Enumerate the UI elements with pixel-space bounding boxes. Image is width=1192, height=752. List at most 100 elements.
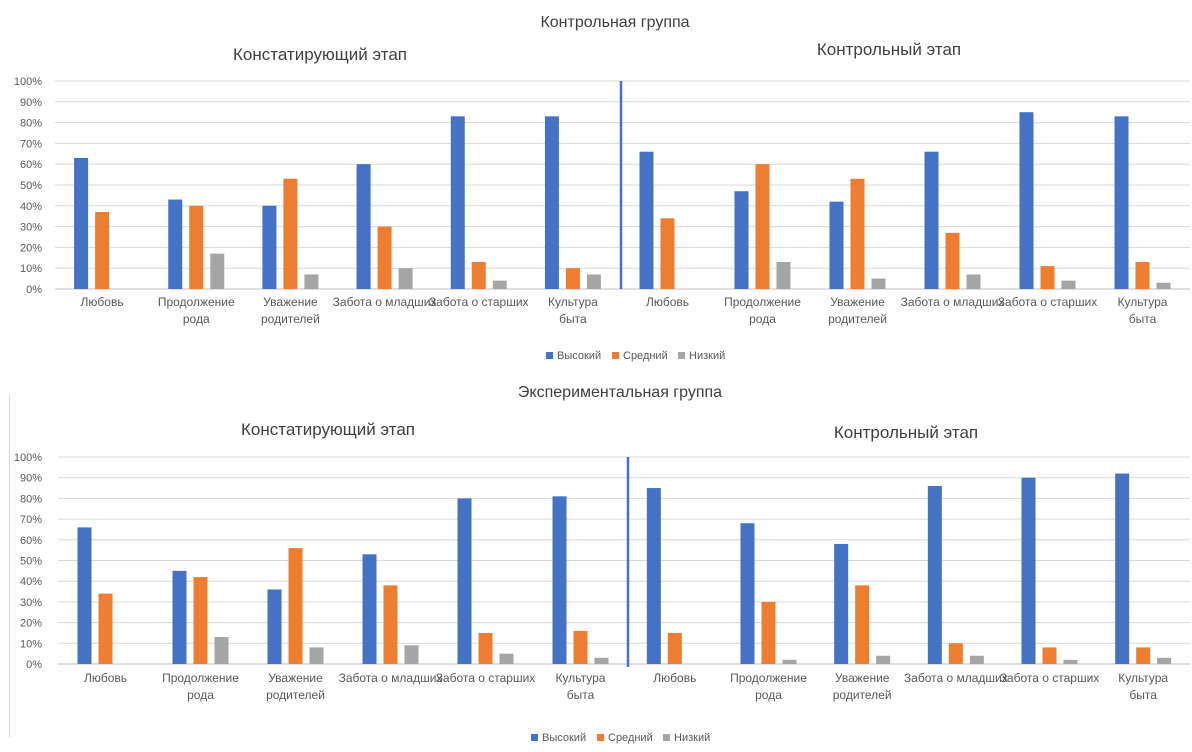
- y-tick-label: 90%: [20, 97, 42, 109]
- bar-средний: [193, 577, 208, 664]
- bar-средний: [377, 226, 392, 289]
- y-tick-label: 60%: [20, 535, 42, 547]
- chart-svg: 0% 10% 20% 30% 40% 50% 60% 70% 80% 90% 100% Экспери…: [14, 384, 1190, 744]
- x-category-label: рода: [749, 312, 776, 326]
- bar-высокий: [450, 116, 465, 289]
- x-category-label: Культура: [1118, 295, 1168, 309]
- legend-label: Средний: [623, 350, 668, 362]
- bar-средний: [1135, 261, 1150, 289]
- y-tick-label: 50%: [20, 180, 42, 192]
- bar-средний: [761, 601, 776, 664]
- y-tick-label: 30%: [20, 597, 42, 609]
- bar-низкий: [1061, 280, 1076, 289]
- x-category-label: Любовь: [646, 295, 689, 309]
- y-tick-label: 0%: [26, 659, 42, 671]
- bar-низкий: [304, 274, 319, 289]
- bar-высокий: [168, 199, 183, 289]
- x-category-label: Уважение: [263, 295, 318, 309]
- y-tick-label: 80%: [20, 118, 42, 130]
- bar-низкий: [492, 280, 507, 289]
- x-category-label: Забота о старших: [436, 671, 536, 685]
- x-category-label: родителей: [266, 688, 325, 702]
- y-tick-label: 70%: [20, 514, 42, 526]
- x-category-label: Культура: [1118, 671, 1168, 685]
- chart-svg: 0% 10% 20% 30% 40% 50% 60% 70% 80% 90% 100% Контрол…: [14, 14, 1190, 362]
- x-category-label: Продолжение: [724, 295, 801, 309]
- x-category-label: Культура: [548, 295, 598, 309]
- x-category-label: Забота о младших: [901, 295, 1005, 309]
- legend-swatch: [597, 734, 604, 741]
- bar-высокий: [924, 151, 939, 289]
- bar-средний: [573, 630, 588, 664]
- chart-title: Экспериментальная группа: [518, 384, 722, 401]
- legend-label: Низкий: [674, 732, 710, 744]
- y-tick-label: 40%: [20, 576, 42, 588]
- bar-средний: [471, 261, 486, 289]
- bar-средний: [565, 268, 580, 289]
- bar-средний: [95, 212, 110, 289]
- bar-низкий: [776, 261, 791, 289]
- chart-frame-border: [9, 395, 10, 737]
- x-category-label: Забота о старших: [1000, 671, 1100, 685]
- bar-высокий: [552, 496, 567, 664]
- x-category-label: быта: [567, 688, 595, 702]
- x-category-label: Продолжение: [730, 671, 807, 685]
- chart-title: Контрольная группа: [540, 14, 689, 31]
- legend-swatch: [612, 352, 619, 359]
- x-category-label: Уважение: [268, 671, 323, 685]
- y-tick-label: 10%: [20, 263, 42, 275]
- x-category-label: быта: [1129, 312, 1157, 326]
- bar-низкий: [309, 647, 324, 664]
- bar-высокий: [172, 570, 187, 664]
- y-tick-label: 80%: [20, 493, 42, 505]
- stage-title-control: Контрольный этап: [834, 423, 978, 442]
- bar-высокий: [639, 151, 654, 289]
- bar-низкий: [966, 274, 981, 289]
- x-category-label: быта: [1129, 688, 1157, 702]
- x-category-label: родителей: [828, 312, 887, 326]
- bar-высокий: [262, 205, 277, 289]
- bar-средний: [1040, 266, 1055, 289]
- x-category-label: Забота о старших: [429, 295, 529, 309]
- y-tick-label: 0%: [26, 284, 42, 296]
- x-category-label: Уважение: [835, 671, 890, 685]
- y-tick-label: 10%: [20, 638, 42, 650]
- y-tick-label: 100%: [14, 452, 42, 464]
- bar-средний: [755, 164, 770, 289]
- control-group-chart: 0% 10% 20% 30% 40% 50% 60% 70% 80% 90% 100% Контрол…: [0, 0, 1192, 375]
- bar-средний: [850, 178, 865, 289]
- x-category-label: рода: [183, 312, 210, 326]
- bar-высокий: [927, 485, 942, 664]
- bar-низкий: [876, 655, 891, 664]
- x-category-label: Забота о младших: [904, 671, 1008, 685]
- bar-средний: [1136, 647, 1151, 664]
- legend-swatch: [546, 352, 553, 359]
- bar-низкий: [398, 268, 413, 289]
- stage-title-initial: Констатирующий этап: [241, 420, 415, 439]
- bar-высокий: [74, 157, 89, 289]
- bar-средний: [660, 218, 675, 289]
- bar-средний: [283, 178, 298, 289]
- bar-высокий: [734, 191, 749, 289]
- bar-высокий: [356, 164, 371, 289]
- bar-низкий: [1157, 657, 1172, 664]
- bar-высокий: [829, 201, 844, 289]
- x-category-label: рода: [755, 688, 782, 702]
- y-tick-label: 100%: [14, 76, 42, 88]
- legend-label: Средний: [608, 732, 653, 744]
- bar-высокий: [267, 589, 282, 664]
- bar-низкий: [210, 253, 225, 289]
- bar-низкий: [1063, 659, 1078, 664]
- x-category-label: Продолжение: [162, 671, 239, 685]
- x-category-label: Любовь: [81, 295, 124, 309]
- bar-средний: [98, 593, 113, 664]
- bar-низкий: [214, 637, 229, 664]
- bar-низкий: [404, 645, 419, 664]
- bar-средний: [945, 232, 960, 289]
- experimental-group-chart: 0% 10% 20% 30% 40% 50% 60% 70% 80% 90% 100% Экспери…: [0, 378, 1192, 747]
- x-category-label: Забота о младших: [339, 671, 443, 685]
- x-category-label: Любовь: [84, 671, 127, 685]
- bar-высокий: [834, 543, 849, 664]
- bar-средний: [855, 585, 870, 664]
- y-tick-label: 50%: [20, 556, 42, 568]
